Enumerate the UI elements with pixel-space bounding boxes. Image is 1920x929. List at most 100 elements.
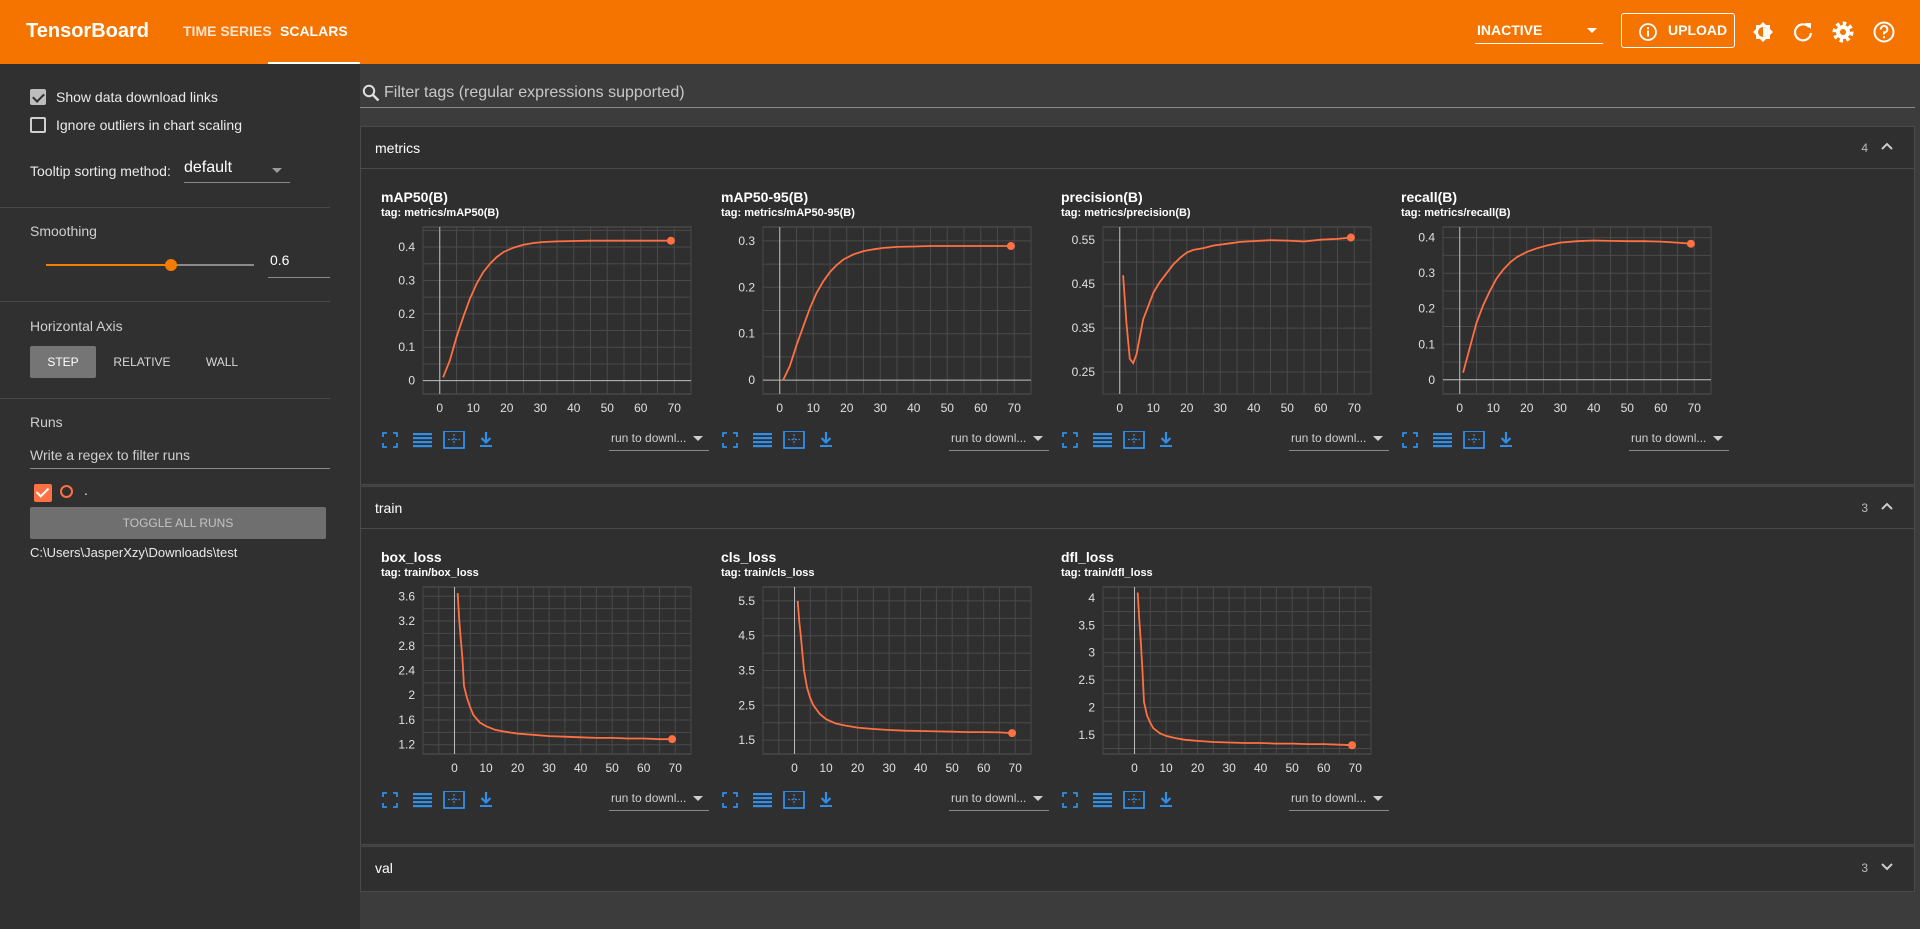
line-chart[interactable]: 0 10 20 30 40 50 60 70 0 0.1 0.2 0.3 0.4 [1381, 219, 1721, 434]
fullscreen-icon[interactable] [1062, 792, 1078, 808]
legend-icon[interactable] [1093, 793, 1112, 808]
download-icon[interactable] [1160, 432, 1172, 447]
x-tick-label: 50 [1281, 401, 1295, 415]
download-icon[interactable] [480, 432, 492, 447]
scalar-card: mAP50-95(B) tag: metrics/mAP50-95(B) 0 10 20… [701, 169, 1049, 459]
fit-domain-icon[interactable] [443, 791, 465, 809]
x-tick-label: 10 [1487, 401, 1501, 415]
fullscreen-icon[interactable] [382, 432, 398, 448]
tab-time-series[interactable]: TIME SERIES [183, 23, 272, 39]
ignore-outliers-checkbox[interactable] [30, 117, 46, 133]
card-title: mAP50-95(B) [721, 189, 809, 205]
x-tick-label: 30 [1214, 401, 1228, 415]
toggle-all-runs-button[interactable]: TOGGLE ALL RUNS [30, 507, 326, 539]
fullscreen-icon[interactable] [722, 432, 738, 448]
x-tick-label: 70 [668, 401, 682, 415]
refresh-icon[interactable] [1790, 19, 1816, 45]
show-download-links-checkbox[interactable] [30, 89, 46, 105]
y-tick-label: 0.45 [1072, 277, 1096, 291]
run-checkbox[interactable] [34, 484, 52, 502]
series-last-point [1008, 729, 1017, 738]
smoothing-input[interactable]: 0.6 [268, 252, 330, 278]
chevron-down-icon [272, 168, 282, 173]
tooltip-sorting-select[interactable]: default [184, 159, 290, 183]
legend-icon[interactable] [753, 793, 772, 808]
smoothing-slider-thumb[interactable] [165, 259, 177, 271]
fit-domain-icon[interactable] [443, 431, 465, 449]
y-tick-label: 0.2 [1418, 302, 1435, 316]
tooltip-sorting-value: default [184, 159, 233, 176]
y-tick-label: 2 [1088, 700, 1095, 714]
series-line [456, 593, 673, 741]
fullscreen-icon[interactable] [1062, 432, 1078, 448]
fit-domain-icon[interactable] [1123, 431, 1145, 449]
run-download-select[interactable]: run to downl... [609, 787, 709, 811]
run-download-select[interactable]: run to downl... [949, 787, 1049, 811]
run-color-swatch[interactable] [60, 485, 73, 498]
legend-icon[interactable] [1433, 433, 1452, 448]
line-chart[interactable]: 0 10 20 30 40 50 60 70 1.5 2.5 3.5 4.5 5.5 [701, 579, 1041, 794]
download-icon[interactable] [1500, 432, 1512, 447]
x-tick-label: 70 [1008, 401, 1022, 415]
fullscreen-icon[interactable] [382, 792, 398, 808]
chevron-up-icon[interactable] [1880, 499, 1894, 513]
run-selector-dropdown[interactable]: INACTIVE [1475, 18, 1603, 44]
group-header[interactable]: val 3 [361, 847, 1914, 889]
download-icon[interactable] [480, 792, 492, 807]
tab-scalars[interactable]: SCALARS [268, 0, 360, 64]
line-chart[interactable]: 0 10 20 30 40 50 60 70 0 0.1 0.2 0.3 [701, 219, 1041, 434]
legend-icon[interactable] [753, 433, 772, 448]
fit-domain-icon[interactable] [783, 431, 805, 449]
fit-domain-icon[interactable] [1463, 431, 1485, 449]
x-tick-label: 70 [669, 761, 683, 775]
plot-grid [762, 227, 1032, 394]
run-download-select[interactable]: run to downl... [609, 427, 709, 451]
axis-relative-button[interactable]: RELATIVE [113, 355, 171, 369]
card-toolbar [722, 431, 832, 449]
help-icon[interactable] [1871, 19, 1897, 45]
group-header[interactable]: metrics 4 [361, 127, 1914, 169]
fullscreen-icon[interactable] [722, 792, 738, 808]
legend-icon[interactable] [413, 433, 432, 448]
plot-grid [1442, 227, 1712, 394]
card-title: cls_loss [721, 549, 777, 565]
chevron-up-icon[interactable] [1880, 139, 1894, 153]
run-download-select[interactable]: run to downl... [1289, 787, 1389, 811]
fit-domain-icon[interactable] [1123, 791, 1145, 809]
x-tick-label: 20 [851, 761, 865, 775]
run-download-select[interactable]: run to downl... [1629, 427, 1729, 451]
scalar-card: precision(B) tag: metrics/precision(B) 0 10… [1041, 169, 1389, 459]
fit-domain-icon[interactable] [783, 791, 805, 809]
card-tag: tag: train/dfl_loss [1061, 567, 1153, 579]
legend-icon[interactable] [413, 793, 432, 808]
fullscreen-icon[interactable] [1402, 432, 1418, 448]
line-chart[interactable]: 0 10 20 30 40 50 60 70 0 0.1 0.2 0.3 0.4 [361, 219, 701, 434]
download-icon[interactable] [820, 792, 832, 807]
settings-icon[interactable] [1830, 19, 1856, 45]
card-title: box_loss [381, 549, 442, 565]
upload-button[interactable]: UPLOAD [1621, 13, 1735, 48]
line-chart[interactable]: 0 10 20 30 40 50 60 70 0.25 0.35 0.45 0.55 [1041, 219, 1381, 434]
x-tick-label: 50 [941, 401, 955, 415]
download-icon[interactable] [820, 432, 832, 447]
line-chart[interactable]: 0 10 20 30 40 50 60 70 1.2 1.6 2 2.4 2.8 3.2 3.6 [361, 579, 701, 794]
theme-icon[interactable] [1750, 19, 1776, 45]
tag-filter-placeholder: Filter tags (regular expressions support… [384, 84, 685, 101]
axis-wall-button[interactable]: WALL [205, 355, 239, 369]
tag-filter-input[interactable]: Filter tags (regular expressions support… [360, 80, 1915, 108]
runs-filter-input[interactable]: Write a regex to filter runs [30, 447, 330, 469]
run-download-select[interactable]: run to downl... [1289, 427, 1389, 451]
line-chart[interactable]: 0 10 20 30 40 50 60 70 1.5 2 2.5 3 3.5 4 [1041, 579, 1381, 794]
group-header[interactable]: train 3 [361, 487, 1914, 529]
x-tick-label: 50 [945, 761, 959, 775]
chevron-down-icon [1033, 436, 1043, 441]
group-val: val 3 [360, 846, 1915, 892]
legend-icon[interactable] [1093, 433, 1112, 448]
group-count: 4 [1861, 141, 1868, 155]
download-icon[interactable] [1160, 792, 1172, 807]
run-download-select[interactable]: run to downl... [949, 427, 1049, 451]
x-tick-label: 20 [500, 401, 514, 415]
x-tick-label: 0 [1456, 401, 1463, 415]
chevron-down-icon[interactable] [1880, 859, 1894, 873]
axis-step-button[interactable]: STEP [30, 346, 96, 378]
